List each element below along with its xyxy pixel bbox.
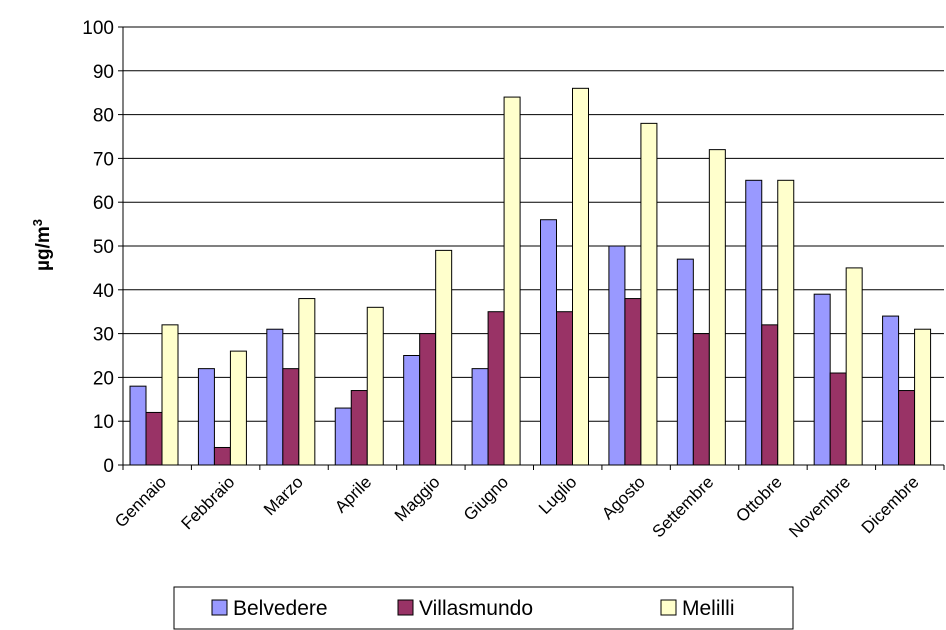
gridlines <box>123 26 944 422</box>
bar-belvedere-aprile <box>334 407 352 466</box>
bars <box>129 87 932 466</box>
y-tick-label: 80 <box>93 106 114 127</box>
y-axis-label-text: µg/m <box>33 226 54 271</box>
y-tick-label: 60 <box>93 193 114 214</box>
bar-belvedere-settembre <box>676 258 694 466</box>
x-tick-label: Luglio <box>535 472 581 518</box>
bar-villasmundo-agosto <box>624 298 642 466</box>
x-tick-label: Marzo <box>260 472 307 519</box>
bar-melilli-febbraio <box>229 350 247 466</box>
bar-villasmundo-febbraio <box>213 446 231 466</box>
legend-swatch-melilli <box>660 599 677 616</box>
bar-belvedere-ottobre <box>745 179 763 466</box>
y-tick-label: 50 <box>93 237 114 258</box>
x-tick-label: Ottobre <box>732 472 786 526</box>
bar-melilli-dicembre <box>914 328 932 466</box>
bar-belvedere-luglio <box>540 219 557 466</box>
legend-swatch-belvedere <box>211 599 228 616</box>
legend-label-melilli: Melilli <box>682 597 735 620</box>
bar-villasmundo-marzo <box>282 368 300 466</box>
bar-villasmundo-maggio <box>419 333 437 466</box>
bar-villasmundo-giugno <box>487 311 505 466</box>
legend-label-villasmundo: Villasmundo <box>419 597 533 620</box>
bar-belvedere-dicembre <box>882 315 900 466</box>
bar-melilli-marzo <box>298 298 316 466</box>
bar-belvedere-marzo <box>266 328 284 466</box>
x-tick-label: Febbraio <box>178 472 239 533</box>
bar-villasmundo-aprile <box>350 390 368 466</box>
x-axis-labels: Gennaio Febbraio Marzo Aprile Maggio Giugno Lu… <box>111 472 922 541</box>
bar-melilli-settembre <box>708 149 726 466</box>
y-axis-label: µg/m3 <box>30 219 55 271</box>
bar-melilli-luglio <box>572 87 589 466</box>
bar-melilli-maggio <box>435 249 453 466</box>
x-tick-label: Gennaio <box>111 472 170 531</box>
axes <box>122 27 945 470</box>
bar-belvedere-gennaio <box>129 385 147 466</box>
bar-melilli-gennaio <box>161 324 179 466</box>
bar-belvedere-febbraio <box>197 368 215 466</box>
bar-villasmundo-luglio <box>556 311 573 466</box>
bar-belvedere-novembre <box>813 293 831 466</box>
y-tick-label: 100 <box>82 18 114 39</box>
y-tick-label: 20 <box>93 368 114 389</box>
bar-villasmundo-settembre <box>692 333 710 466</box>
y-tick-label: 30 <box>93 325 114 346</box>
y-tick-label: 40 <box>93 281 114 302</box>
x-tick-label: Giugno <box>460 472 512 524</box>
bar-villasmundo-gennaio <box>145 411 163 466</box>
x-tick-label: Dicembre <box>858 472 923 537</box>
bar-belvedere-maggio <box>403 355 421 466</box>
x-tick-label: Novembre <box>785 472 854 541</box>
x-tick-label: Agosto <box>598 472 649 523</box>
bar-melilli-novembre <box>845 267 863 466</box>
y-axis-label-superscript: 3 <box>30 219 45 226</box>
x-tick-label: Settembre <box>648 472 717 541</box>
bar-villasmundo-dicembre <box>898 390 916 466</box>
y-tick-label: 0 <box>103 456 114 477</box>
bar-villasmundo-novembre <box>829 372 847 466</box>
y-axis-ticks: 0 10 20 30 40 50 60 70 80 90 100 <box>82 18 123 477</box>
y-tick-label: 90 <box>93 62 114 83</box>
legend: Belvedere Villasmundo Melilli <box>173 586 794 630</box>
bar-melilli-aprile <box>366 306 384 466</box>
x-tick-label: Aprile <box>331 472 375 516</box>
y-tick-label: 10 <box>93 412 114 433</box>
bar-belvedere-giugno <box>471 368 489 466</box>
bar-villasmundo-ottobre <box>761 324 779 466</box>
bar-melilli-ottobre <box>777 179 795 466</box>
legend-label-belvedere: Belvedere <box>233 597 328 620</box>
bar-melilli-agosto <box>640 122 658 466</box>
bar-belvedere-agosto <box>608 245 626 466</box>
bar-melilli-giugno <box>503 96 521 466</box>
legend-swatch-villasmundo <box>397 599 414 616</box>
legend-box <box>173 586 794 630</box>
x-tick-label: Maggio <box>391 472 444 525</box>
y-tick-label: 70 <box>93 149 114 170</box>
